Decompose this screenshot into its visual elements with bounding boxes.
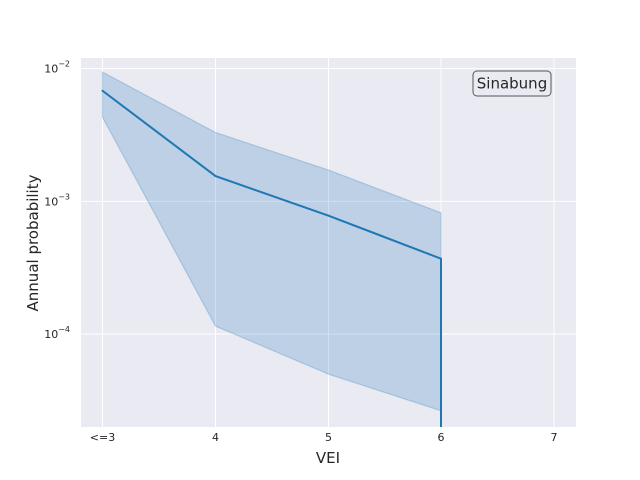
y-tick-label: 10−2 bbox=[44, 60, 70, 76]
x-axis: <=3 4 5 6 7 bbox=[90, 431, 558, 444]
legend-label: Sinabung bbox=[477, 75, 547, 93]
legend-box bbox=[472, 70, 552, 97]
y-axis: 10−2 10−3 10−4 bbox=[44, 60, 70, 342]
x-tick-label: 7 bbox=[551, 431, 558, 444]
y-tick-label: 10−3 bbox=[44, 192, 70, 208]
x-tick-label: 5 bbox=[325, 431, 332, 444]
x-tick-label: 6 bbox=[438, 431, 445, 444]
plot-area bbox=[101, 71, 442, 427]
data-point bbox=[327, 214, 330, 217]
x-tick-label: <=3 bbox=[90, 431, 115, 444]
y-axis-label: Annual probability bbox=[24, 174, 42, 311]
data-point bbox=[440, 257, 442, 260]
x-tick-label: 4 bbox=[212, 431, 219, 444]
y-tick-label: 10−4 bbox=[44, 325, 70, 341]
x-axis-label: VEI bbox=[316, 449, 340, 467]
data-point bbox=[214, 175, 217, 178]
legend: Sinabung bbox=[472, 70, 552, 97]
grid bbox=[81, 58, 576, 427]
data-point bbox=[101, 89, 104, 92]
